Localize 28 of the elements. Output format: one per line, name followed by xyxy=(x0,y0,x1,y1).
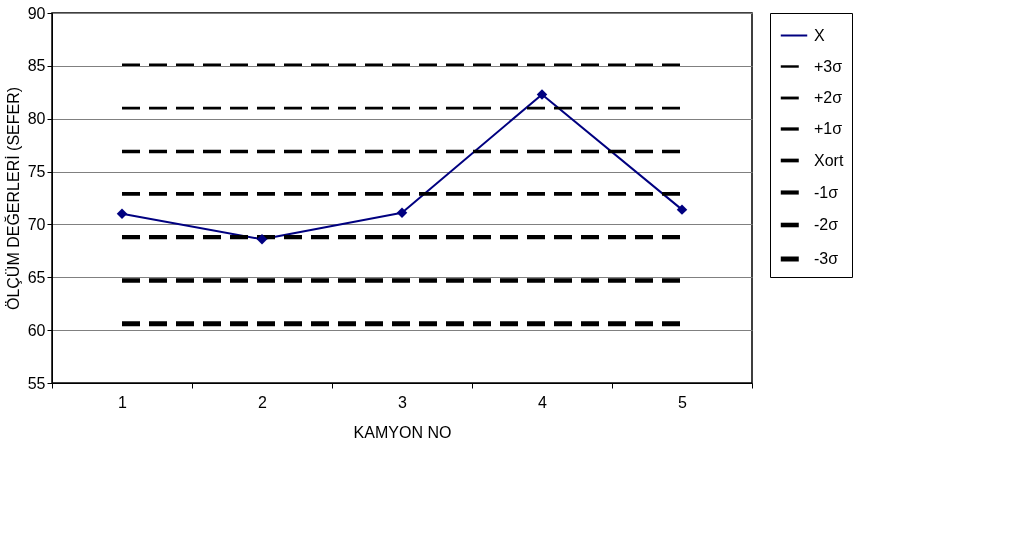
x-tick-label: 5 xyxy=(678,393,688,411)
legend-label: +1σ xyxy=(814,120,843,137)
point xyxy=(396,207,408,219)
legend-label: -2σ xyxy=(814,216,839,233)
y-tick-label: 60 xyxy=(27,321,46,339)
x-tick-label: 4 xyxy=(538,393,548,411)
y-tick-label: 80 xyxy=(27,110,46,128)
y-tick-label: 85 xyxy=(27,57,46,75)
legend-label: +3σ xyxy=(814,57,843,75)
legend-label: X xyxy=(814,26,825,44)
y-axis-title: ÖLÇÜM DEĞERLERİ (SEFER) xyxy=(3,86,22,311)
y-tick-label: 65 xyxy=(27,268,46,286)
point xyxy=(116,208,128,220)
point xyxy=(536,89,548,100)
legend-label: -1σ xyxy=(814,183,839,201)
y-tick-label: 90 xyxy=(27,4,46,22)
legend-label: +2σ xyxy=(814,89,843,106)
x-axis-title: KAMYON NO xyxy=(353,423,452,441)
point xyxy=(676,204,688,215)
legend-label: -3σ xyxy=(814,250,839,267)
point xyxy=(256,233,268,245)
y-tick-label: 70 xyxy=(27,215,46,233)
y-tick-label: 75 xyxy=(27,163,46,181)
y-tick-label: 55 xyxy=(27,374,46,392)
x-tick-label: 1 xyxy=(118,393,128,411)
legend-label: Xort xyxy=(814,151,844,169)
x-tick-label: 2 xyxy=(258,393,268,411)
x-tick-label: 3 xyxy=(398,393,408,411)
